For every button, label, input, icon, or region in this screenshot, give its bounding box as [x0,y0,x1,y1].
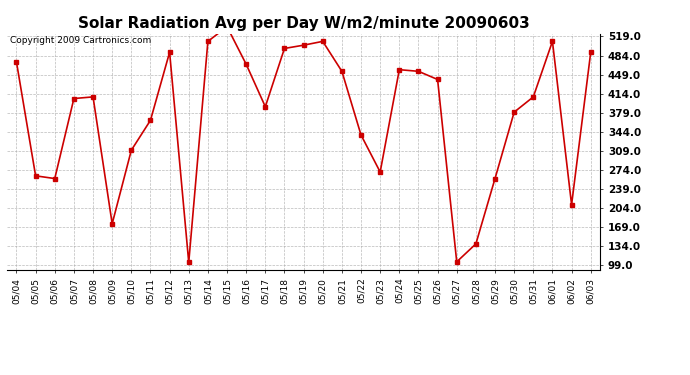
Text: Copyright 2009 Cartronics.com: Copyright 2009 Cartronics.com [10,36,151,45]
Title: Solar Radiation Avg per Day W/m2/minute 20090603: Solar Radiation Avg per Day W/m2/minute … [78,16,529,31]
